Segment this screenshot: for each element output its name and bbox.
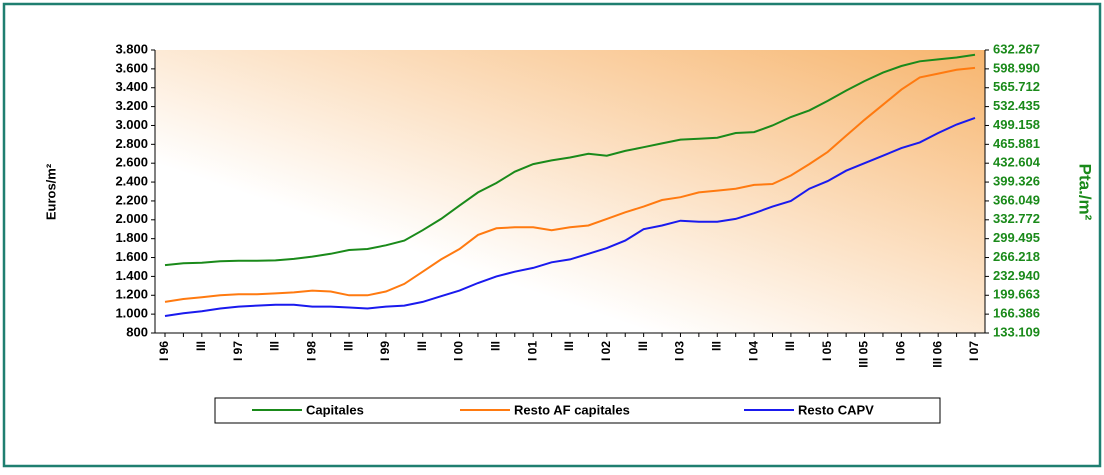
y-tick-label: 3.400: [115, 79, 148, 94]
y2-tick-label: 332.772: [993, 211, 1040, 226]
y2-tick-label: 133.109: [993, 324, 1040, 339]
y-tick-label: 1.800: [115, 230, 148, 245]
x-tick-label: III: [415, 341, 429, 351]
y-tick-label: 3.200: [115, 98, 148, 113]
y2-tick-label: 499.158: [993, 117, 1040, 132]
y2-tick-label: 399.326: [993, 174, 1040, 189]
x-tick-label: III: [562, 341, 576, 351]
x-tick-label: III: [489, 341, 503, 351]
x-tick-label: III: [194, 341, 208, 351]
plot-area: [155, 50, 985, 333]
x-tick-label: I 07: [967, 341, 981, 361]
y2-tick-label: 366.049: [993, 192, 1040, 207]
y-tick-label: 3.800: [115, 41, 148, 56]
x-tick-label: I 03: [673, 341, 687, 361]
y2-tick-label: 432.604: [993, 155, 1041, 170]
series-line: [164, 116, 976, 317]
y-tick-label: 3.000: [115, 117, 148, 132]
x-tick-label: I 06: [894, 341, 908, 361]
y-tick-label: 2.400: [115, 174, 148, 189]
y-axis-label: Euros/m²: [43, 163, 58, 220]
series-line: [164, 66, 976, 303]
x-tick-label: I 04: [746, 341, 760, 361]
y2-tick-label: 299.495: [993, 230, 1040, 245]
y-tick-label: 1.400: [115, 268, 148, 283]
y-tick-label: 2.600: [115, 155, 148, 170]
y-tick-label: 2.200: [115, 192, 148, 207]
y-tick-label: 1.600: [115, 249, 148, 264]
y2-tick-label: 166.386: [993, 306, 1040, 321]
x-tick-label: III 05: [857, 341, 871, 368]
x-tick-label: III: [783, 341, 797, 351]
x-tick-label: I 00: [452, 341, 466, 361]
y-tick-label: 1.200: [115, 287, 148, 302]
y2-tick-label: 465.881: [993, 136, 1040, 151]
x-tick-label: III: [709, 341, 723, 351]
legend-label: Resto AF capitales: [514, 402, 630, 417]
legend: [214, 397, 941, 424]
y2-tick-label: 199.663: [993, 287, 1040, 302]
legend-label: Capitales: [306, 402, 364, 417]
x-tick-label: I 01: [525, 341, 539, 361]
x-tick-label: I 96: [157, 341, 171, 361]
x-tick-label: I 98: [304, 341, 318, 361]
x-tick-label: I 02: [599, 341, 613, 361]
x-tick-label: III: [268, 341, 282, 351]
y-tick-label: 2.800: [115, 136, 148, 151]
x-tick-label: I 99: [378, 341, 392, 361]
y-tick-label: 800: [126, 324, 148, 339]
y2-tick-label: 266.218: [993, 249, 1040, 264]
x-tick-label: I 05: [820, 341, 834, 361]
y-tick-label: 3.600: [115, 60, 148, 75]
y2-tick-label: 632.267: [993, 41, 1040, 56]
y-tick-label: 1.000: [115, 306, 148, 321]
x-tick-label: III: [636, 341, 650, 351]
x-tick-label: III: [341, 341, 355, 351]
x-tick-label: III 06: [930, 341, 944, 368]
y2-tick-label: 598.990: [993, 60, 1040, 75]
y-tick-label: 2.000: [115, 211, 148, 226]
legend-label: Resto CAPV: [798, 402, 874, 417]
y2-tick-label: 532.435: [993, 98, 1040, 113]
y2-tick-label: 565.712: [993, 79, 1040, 94]
x-tick-label: I 97: [231, 341, 245, 361]
y2-tick-label: 232.940: [993, 268, 1040, 283]
y2-axis-label: Pta./m²: [1076, 164, 1095, 221]
series-line: [164, 53, 976, 267]
